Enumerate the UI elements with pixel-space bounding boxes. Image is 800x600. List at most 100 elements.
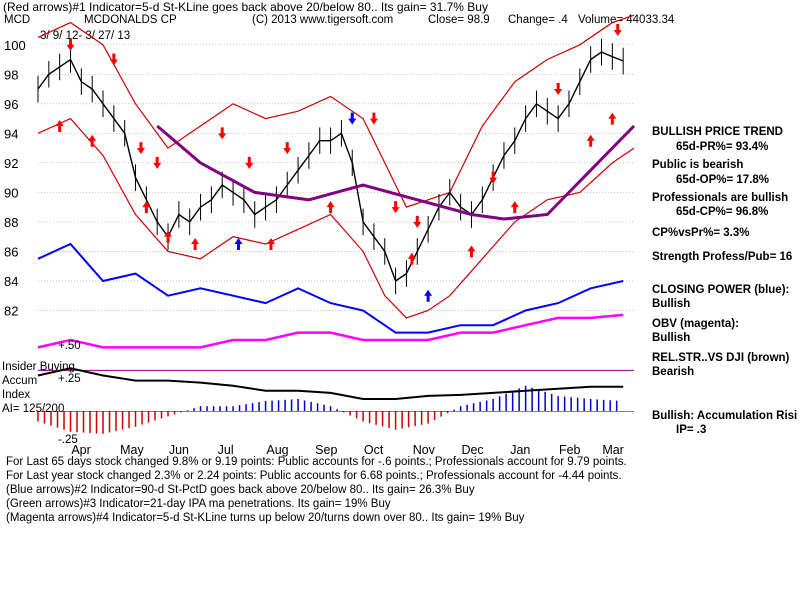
red-down-arrow: [554, 83, 563, 96]
red-up-arrow: [467, 245, 476, 258]
company-name: MCDONALDS CP: [84, 14, 177, 26]
change-label: Change= .4: [508, 14, 568, 26]
scale-bottom-label: -.25: [58, 434, 78, 446]
series-group: [37, 38, 636, 349]
close-label: Close= 98.9: [428, 14, 490, 26]
relstr-title: REL.STR..VS DJI (brown): [652, 352, 790, 364]
red-down-arrow: [109, 53, 118, 66]
cpvspr: CP%vsPr%= 3.3%: [652, 227, 750, 239]
month-label: Dec: [461, 443, 483, 457]
indicator-1-description: (Red arrows)#1 Indicator=5-d St-KLine go…: [3, 0, 488, 14]
red-down-arrow: [218, 127, 227, 140]
month-label: May: [120, 443, 144, 457]
volume-label: Volume= 44033.34: [578, 14, 675, 26]
red-up-arrow: [326, 201, 335, 214]
footer-line-5: (Magenta arrows)#4 Indicator=5-d St-KLin…: [6, 512, 525, 524]
y-tick-label: 96: [4, 97, 18, 112]
relstr-value: Bearish: [652, 366, 695, 378]
strength: Strength Profess/Pub= 16: [652, 251, 793, 263]
grid-lines: [38, 44, 634, 311]
op-line: 65d-OP%= 17.8%: [676, 174, 770, 186]
y-tick-label: 88: [4, 215, 18, 230]
month-label: Sep: [315, 443, 337, 457]
month-label: Nov: [413, 443, 436, 457]
series-rel-str: [37, 367, 624, 400]
bands: [37, 14, 635, 319]
series-65-day-ma: [156, 124, 636, 221]
red-up-arrow: [164, 230, 173, 243]
series-upper-band: [37, 14, 635, 208]
y-tick-label: 90: [4, 185, 18, 200]
pr-line: 65d-PR%= 93.4%: [676, 141, 769, 153]
red-down-arrow: [153, 156, 162, 169]
series-lower-band: [37, 117, 635, 319]
red-up-arrow: [55, 119, 64, 132]
month-label: Aug: [266, 443, 288, 457]
y-tick-label: 92: [4, 156, 18, 171]
blue-up-arrow: [234, 238, 243, 251]
date-range: 3/ 9/ 12- 3/ 27/ 13: [40, 30, 131, 42]
red-down-arrow: [283, 142, 292, 155]
red-down-arrow: [613, 24, 622, 36]
accum-label: Accum: [2, 375, 38, 387]
y-tick-label: 84: [4, 274, 18, 289]
accumulation-panel: [37, 367, 634, 434]
red-down-arrow: [245, 156, 254, 169]
series-closing-power-blue: [37, 242, 624, 334]
y-tick-label: 98: [4, 67, 18, 82]
closing-power-title: CLOSING POWER (blue):: [652, 284, 790, 296]
insider-buying-label: Insider Buying: [2, 361, 75, 373]
red-up-arrow: [608, 112, 617, 125]
blue-up-arrow: [424, 289, 433, 302]
month-labels: Apr May Jun Jul Aug Sep Oct Nov Dec Jan Feb Mar: [71, 443, 624, 457]
y-tick-label: 82: [4, 303, 18, 318]
red-down-arrow: [489, 171, 498, 184]
ai-value: AI= 125/200: [2, 403, 65, 415]
red-down-arrow: [391, 201, 400, 214]
ticker-label: MCD: [4, 14, 31, 26]
y-axis-ticks: 82 84 86 88 90 92 94 96 98 100: [4, 38, 26, 319]
scale-top-label: +.50: [58, 340, 81, 352]
cp-line: 65d-CP%= 96.8%: [676, 206, 769, 218]
month-label: Mar: [602, 443, 624, 457]
footer-line-1: For Last 65 days stock changed 9.8% or 9…: [6, 456, 627, 468]
month-label: Apr: [71, 443, 90, 457]
red-up-arrow: [407, 252, 416, 265]
red-up-arrow: [142, 201, 151, 214]
red-down-arrow: [66, 38, 75, 51]
footer-line-2: For Last year stock changed 2.3% or 2.24…: [6, 470, 622, 482]
signal-arrows: [55, 24, 622, 302]
series-obv-magenta: [37, 313, 624, 349]
month-label: Jan: [510, 443, 530, 457]
obv-value: Bullish: [652, 332, 691, 344]
red-down-arrow: [413, 215, 422, 228]
y-tick-label: 100: [4, 38, 26, 53]
month-label: Jun: [169, 443, 189, 457]
red-down-arrow: [369, 112, 378, 125]
obv-title: OBV (magenta):: [652, 318, 739, 330]
y-tick-label: 86: [4, 244, 18, 259]
red-down-arrow: [136, 142, 145, 155]
y-tick-label: 94: [4, 126, 18, 141]
blue-down-arrow: [348, 112, 357, 125]
red-up-arrow: [586, 134, 595, 147]
month-label: Jul: [218, 443, 234, 457]
pros-title: Professionals are bullish: [652, 192, 789, 204]
copyright: (C) 2013 www.tigersoft.com: [252, 14, 394, 26]
footer-line-3: (Blue arrows)#2 Indicator=90-d St-PctD g…: [6, 484, 475, 496]
red-up-arrow: [88, 134, 97, 147]
red-up-arrow: [510, 201, 519, 214]
ip-value: IP= .3: [676, 424, 707, 436]
month-label: Oct: [364, 443, 384, 457]
public-title: Public is bearish: [652, 159, 744, 171]
month-label: Feb: [559, 443, 581, 457]
red-up-arrow: [266, 238, 275, 251]
footer-line-4: (Green arrows)#3 Indicator=21-day IPA ma…: [6, 498, 391, 510]
accum-title: Bullish: Accumulation Risi: [652, 410, 798, 422]
closing-power-value: Bullish: [652, 298, 691, 310]
red-up-arrow: [191, 238, 200, 251]
scale-mid-label: +.25: [58, 373, 81, 385]
trend-title: BULLISH PRICE TREND: [652, 126, 783, 138]
index-label: Index: [2, 389, 31, 401]
